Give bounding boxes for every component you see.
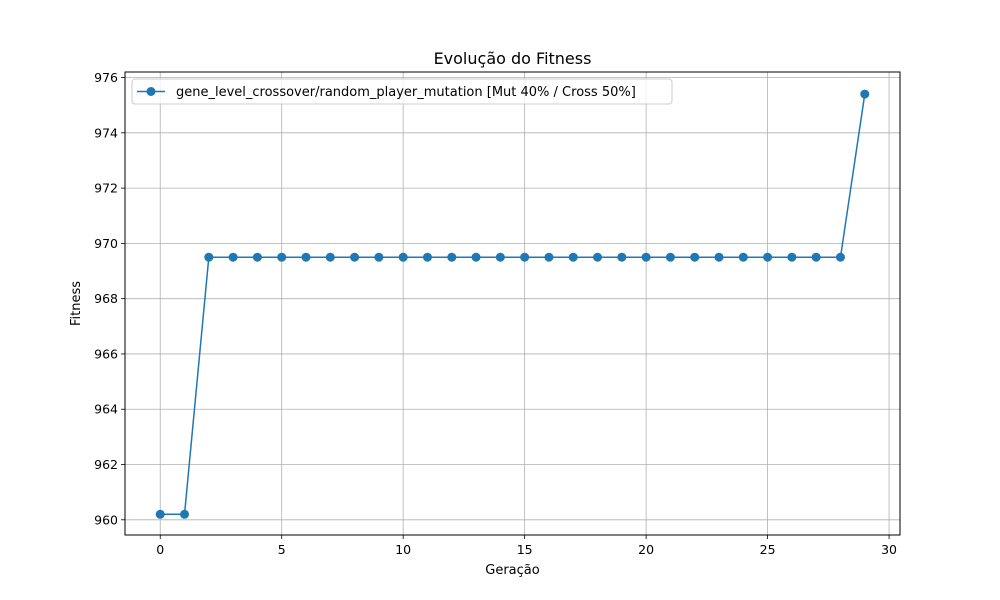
x-tick-label: 5 [278, 542, 286, 557]
data-point [301, 252, 311, 262]
data-point [252, 252, 262, 262]
data-point [374, 252, 384, 262]
data-point [617, 252, 627, 262]
data-point [641, 252, 651, 262]
data-point [811, 252, 821, 262]
legend-box [131, 78, 673, 105]
data-point [447, 252, 457, 262]
y-axis-label: Fitness [69, 281, 84, 326]
y-tick-label: 962 [94, 457, 118, 472]
data-point [763, 252, 773, 262]
data-point [398, 252, 408, 262]
y-tick-label: 968 [94, 291, 118, 306]
data-point [520, 252, 530, 262]
y-axis-ticks: 960 962 964 966 968 970 972 974 976 [94, 70, 125, 527]
x-tick-label: 30 [881, 542, 897, 557]
x-tick-label: 25 [760, 542, 776, 557]
data-point [690, 252, 700, 262]
data-point [593, 252, 603, 262]
data-point [860, 89, 870, 99]
y-tick-label: 960 [94, 512, 118, 527]
y-tick-label: 966 [94, 346, 118, 361]
chart-title: Evolução do Fitness [434, 49, 592, 68]
data-point [568, 252, 578, 262]
data-point [738, 252, 748, 262]
data-point [787, 252, 797, 262]
data-point [204, 252, 214, 262]
data-point [495, 252, 505, 262]
series-layer [155, 89, 870, 519]
data-point [471, 252, 481, 262]
data-point [835, 252, 845, 262]
data-point [350, 252, 360, 262]
legend: gene_level_crossover/random_player_mutat… [131, 78, 673, 105]
x-tick-label: 15 [517, 542, 533, 557]
y-tick-label: 970 [94, 236, 118, 251]
data-point [422, 252, 432, 262]
y-tick-label: 974 [94, 125, 118, 140]
data-point [714, 252, 724, 262]
x-axis-ticks: 0 5 10 15 20 25 30 [156, 535, 897, 557]
x-axis-label: Geração [485, 563, 539, 578]
y-tick-label: 976 [94, 70, 118, 85]
data-point [155, 509, 165, 519]
legend-marker-sample [146, 87, 156, 96]
x-tick-label: 20 [638, 542, 654, 557]
x-tick-label: 0 [156, 542, 164, 557]
x-tick-label: 10 [395, 542, 411, 557]
data-point [228, 252, 238, 262]
data-point [665, 252, 675, 262]
legend-entry-label: gene_level_crossover/random_player_mutat… [176, 85, 636, 100]
data-point [277, 252, 287, 262]
grid-lines [125, 72, 900, 535]
y-tick-label: 964 [94, 402, 118, 417]
plot-area-frame [124, 71, 901, 536]
data-point [544, 252, 554, 262]
data-point [180, 509, 190, 519]
data-point [325, 252, 335, 262]
y-tick-label: 972 [94, 181, 118, 196]
